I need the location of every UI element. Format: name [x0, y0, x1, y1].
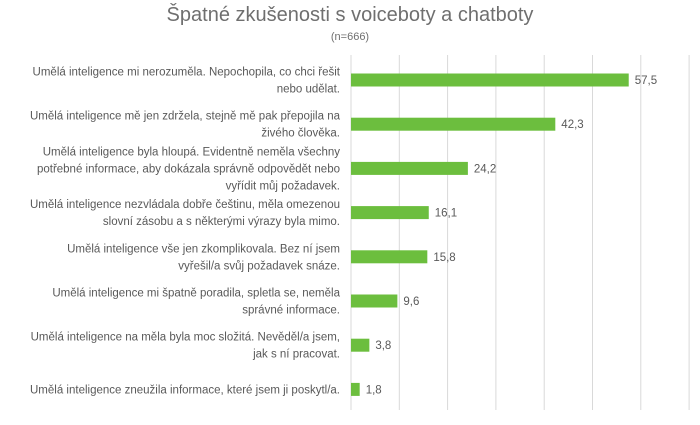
category-label-line: Umělá inteligence mi nerozuměla. Nepocho… [33, 67, 341, 79]
category-label-line: Umělá inteligence na měla byla moc složi… [31, 332, 340, 344]
category-label-line: vyřídit můj požadavek. [226, 180, 340, 192]
category-label-line: slovní zásobu a s některými výrazy byla … [103, 216, 340, 228]
value-label: 16,1 [435, 208, 457, 220]
category-label-line: nebo udělat. [277, 84, 340, 96]
value-label: 3,8 [375, 340, 391, 352]
value-label: 42,3 [561, 119, 583, 131]
value-label: 57,5 [635, 75, 657, 87]
value-label: 1,8 [366, 384, 382, 396]
category-label: Umělá inteligence zneužila informace, kt… [30, 384, 340, 396]
category-label: Umělá inteligence byla hloupá. Evidentně… [37, 146, 340, 192]
category-label: Umělá inteligence vše jen zkomplikovala.… [67, 243, 340, 272]
category-label-line: správné informace. [242, 305, 340, 317]
category-label-line: Umělá inteligence zneužila informace, kt… [30, 384, 340, 396]
bar [351, 73, 629, 87]
bar [351, 161, 468, 175]
bar [351, 117, 556, 131]
value-label: 9,6 [403, 296, 419, 308]
category-label-line: vyřešil/a svůj požadavek snáze. [178, 260, 340, 272]
category-label-line: Umělá inteligence mi špatně poradila, sp… [52, 288, 340, 300]
category-label: Umělá inteligence na měla byla moc složi… [31, 332, 340, 361]
category-label: Umělá inteligence mi nerozuměla. Nepocho… [33, 67, 341, 96]
category-label-line: živého člověka. [261, 128, 340, 140]
bar [351, 382, 360, 396]
category-label-line: jak s ní pracovat. [252, 349, 340, 361]
chart-subtitle: (n=666) [330, 31, 370, 43]
chart-title: Špatné zkušenosti s voiceboty a chatboty [166, 4, 534, 26]
category-label-line: Umělá inteligence mě jen zdržela, stejně… [30, 111, 341, 123]
bar [351, 250, 428, 264]
value-label: 15,8 [433, 252, 455, 264]
category-label: Umělá inteligence mi špatně poradila, sp… [52, 288, 340, 317]
category-label-line: potřebné informace, aby dokázala správně… [37, 163, 340, 175]
category-label-line: Umělá inteligence nezvládala dobře češti… [30, 199, 340, 211]
value-label: 24,2 [474, 163, 496, 175]
category-label-line: Umělá inteligence vše jen zkomplikovala.… [67, 243, 340, 255]
bar [351, 206, 429, 220]
category-label: Umělá inteligence mě jen zdržela, stejně… [30, 111, 341, 140]
bar [351, 294, 398, 308]
category-label: Umělá inteligence nezvládala dobře češti… [30, 199, 340, 228]
bar [351, 338, 370, 352]
category-label-line: Umělá inteligence byla hloupá. Evidentně… [43, 146, 341, 158]
